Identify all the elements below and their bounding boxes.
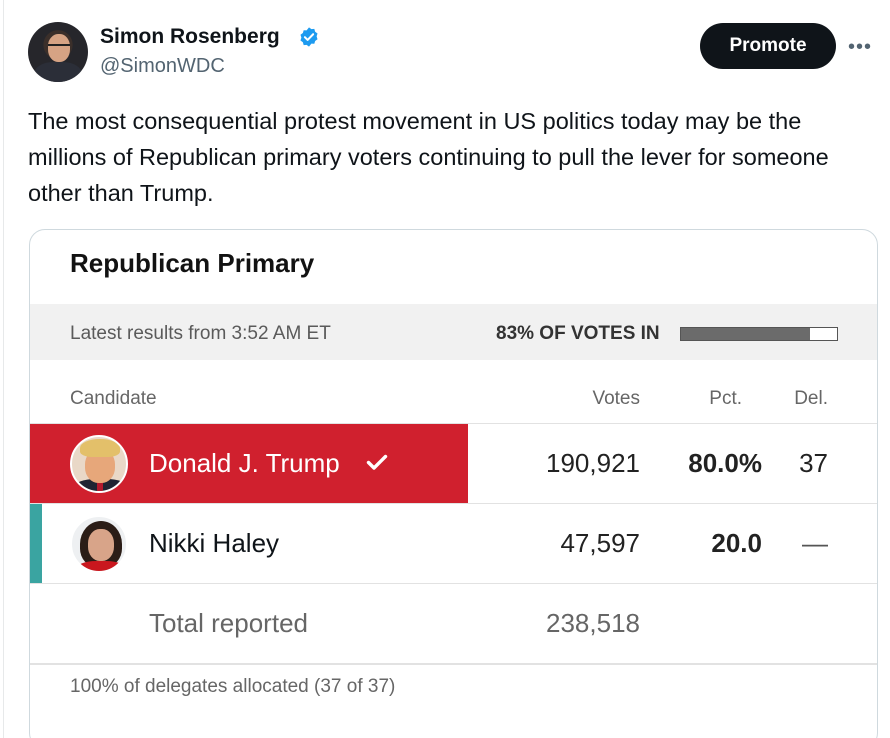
candidate-delegates: — <box>802 528 828 558</box>
column-header-del: Del. <box>794 388 828 409</box>
votes-in-progress-bar <box>680 327 838 341</box>
latest-results-text: Latest results from 3:52 AM ET <box>70 323 331 344</box>
delegates-footer-note: 100% of delegates allocated (37 of 37) <box>70 676 396 697</box>
candidate-votes: 190,921 <box>546 448 640 478</box>
total-label: Total reported <box>149 608 308 638</box>
footer-divider <box>30 663 877 665</box>
author-name[interactable]: Simon Rosenberg <box>100 25 280 48</box>
candidate-pct: 20.0 <box>711 528 762 558</box>
tweet-text: The most consequential protest movement … <box>28 108 829 206</box>
candidate-pct: 80.0% <box>688 448 762 478</box>
candidate-row-haley: Nikki Haley 47,597 20.0 — <box>30 503 877 584</box>
votes-in-progress-fill <box>681 328 811 340</box>
results-status-bar: Latest results from 3:52 AM ET 83% OF VO… <box>30 304 877 360</box>
candidate-delegates: 37 <box>799 448 828 478</box>
promote-button[interactable]: Promote <box>700 23 836 69</box>
votes-in-label: 83% OF VOTES IN <box>496 323 660 344</box>
results-title: Republican Primary <box>70 248 315 278</box>
verified-badge-icon <box>300 27 318 47</box>
winner-check-icon <box>366 454 388 470</box>
candidate-name: Donald J. Trump <box>149 448 340 478</box>
candidate-photo-haley <box>70 515 128 573</box>
total-votes: 238,518 <box>546 608 640 638</box>
timeline-border <box>3 0 4 738</box>
column-header-candidate: Candidate <box>70 388 157 409</box>
candidate-color-bar <box>30 504 42 584</box>
candidate-photo-trump <box>70 435 128 493</box>
candidate-row-trump: Donald J. Trump 190,921 80.0% 37 <box>30 423 877 503</box>
total-row: Total reported 238,518 <box>30 583 877 663</box>
author-avatar[interactable] <box>28 22 88 82</box>
column-header-votes: Votes <box>592 388 640 409</box>
results-card[interactable]: Republican Primary Latest results from 3… <box>29 229 878 738</box>
candidate-name: Nikki Haley <box>149 528 280 558</box>
more-horizontal-icon[interactable]: ••• <box>848 36 873 58</box>
column-header-pct: Pct. <box>709 388 742 409</box>
author-handle[interactable]: @SimonWDC <box>100 55 225 77</box>
candidate-votes: 47,597 <box>560 528 640 558</box>
